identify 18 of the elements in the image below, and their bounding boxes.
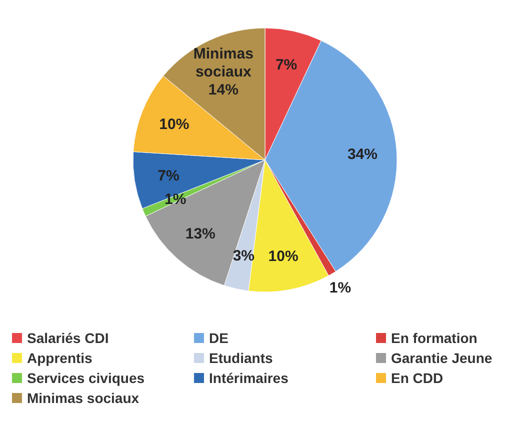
data-label: 10% — [268, 247, 298, 264]
legend-label: Services civiques — [27, 370, 145, 386]
legend-label: Garantie Jeune — [391, 350, 492, 366]
data-label: 1% — [329, 278, 352, 296]
legend-label: Etudiants — [209, 350, 273, 366]
data-label: Minimas sociaux 14% — [193, 45, 254, 98]
data-label: 34% — [347, 145, 378, 162]
legend-label: Minimas sociaux — [27, 390, 140, 406]
data-label: 13% — [185, 224, 216, 242]
legend-label: En CDD — [391, 370, 444, 386]
legend-label: Apprentis — [27, 350, 93, 366]
legend-label: Salariés CDI — [27, 330, 109, 346]
legend-label: Intérimaires — [209, 370, 289, 386]
legend-label: DE — [209, 330, 228, 346]
data-label: 7% — [275, 56, 298, 74]
data-label: 10% — [159, 116, 190, 133]
data-label: 7% — [158, 166, 180, 184]
legend-label: En formation — [391, 330, 478, 346]
